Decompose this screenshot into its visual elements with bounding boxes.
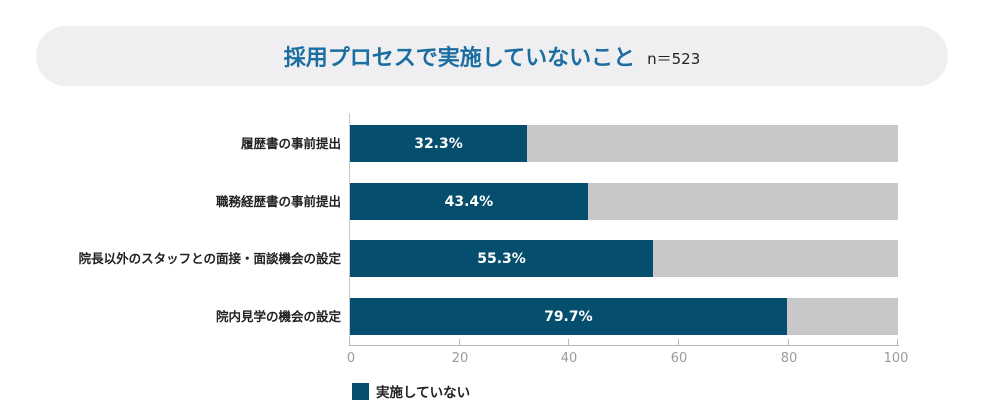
x-axis-line <box>349 345 899 346</box>
category-label: 職務経歴書の事前提出 <box>215 194 341 209</box>
y-axis-line <box>349 113 350 346</box>
bar-row: 院内見学の機会の設定 79.7% <box>0 298 984 335</box>
sample-size: n＝523 <box>647 49 701 68</box>
chart-title: 採用プロセスで実施していないこと <box>283 46 636 71</box>
bar-row: 院長以外のスタッフとの面接・面談機会の設定 55.3% <box>0 240 984 277</box>
category-label: 院内見学の機会の設定 <box>215 309 341 324</box>
x-tick-label: 20 <box>451 351 469 366</box>
bar-fill: 43.4% <box>350 183 588 220</box>
x-tick <box>349 339 350 345</box>
x-tick <box>459 339 460 345</box>
x-tick-label: 80 <box>780 351 798 366</box>
x-tick <box>788 339 789 345</box>
bar-row: 履歴書の事前提出 32.3% <box>0 125 984 162</box>
bar-fill: 32.3% <box>350 125 527 162</box>
x-tick-label: 0 <box>346 351 356 366</box>
bar-fill: 55.3% <box>350 240 654 277</box>
legend: 実施していない <box>352 381 470 401</box>
bar-value-label: 32.3% <box>414 135 463 152</box>
x-tick-label: 40 <box>560 351 578 366</box>
bar-value-label: 55.3% <box>477 250 526 267</box>
x-tick <box>678 339 679 345</box>
bar-value-label: 79.7% <box>544 308 593 325</box>
category-label: 履歴書の事前提出 <box>240 136 341 151</box>
legend-label: 実施していない <box>376 385 471 401</box>
x-tick-label: 100 <box>883 351 909 366</box>
x-tick <box>568 339 569 345</box>
x-tick <box>897 339 898 345</box>
chart-title-banner: 採用プロセスで実施していないこと n＝523 <box>36 26 948 86</box>
bar-fill: 79.7% <box>350 298 787 335</box>
bar-row: 職務経歴書の事前提出 43.4% <box>0 183 984 220</box>
legend-swatch <box>352 382 369 400</box>
bar-value-label: 43.4% <box>444 193 494 210</box>
x-tick-label: 60 <box>670 351 688 366</box>
category-label: 院長以外のスタッフとの面接・面談機会の設定 <box>78 251 341 266</box>
